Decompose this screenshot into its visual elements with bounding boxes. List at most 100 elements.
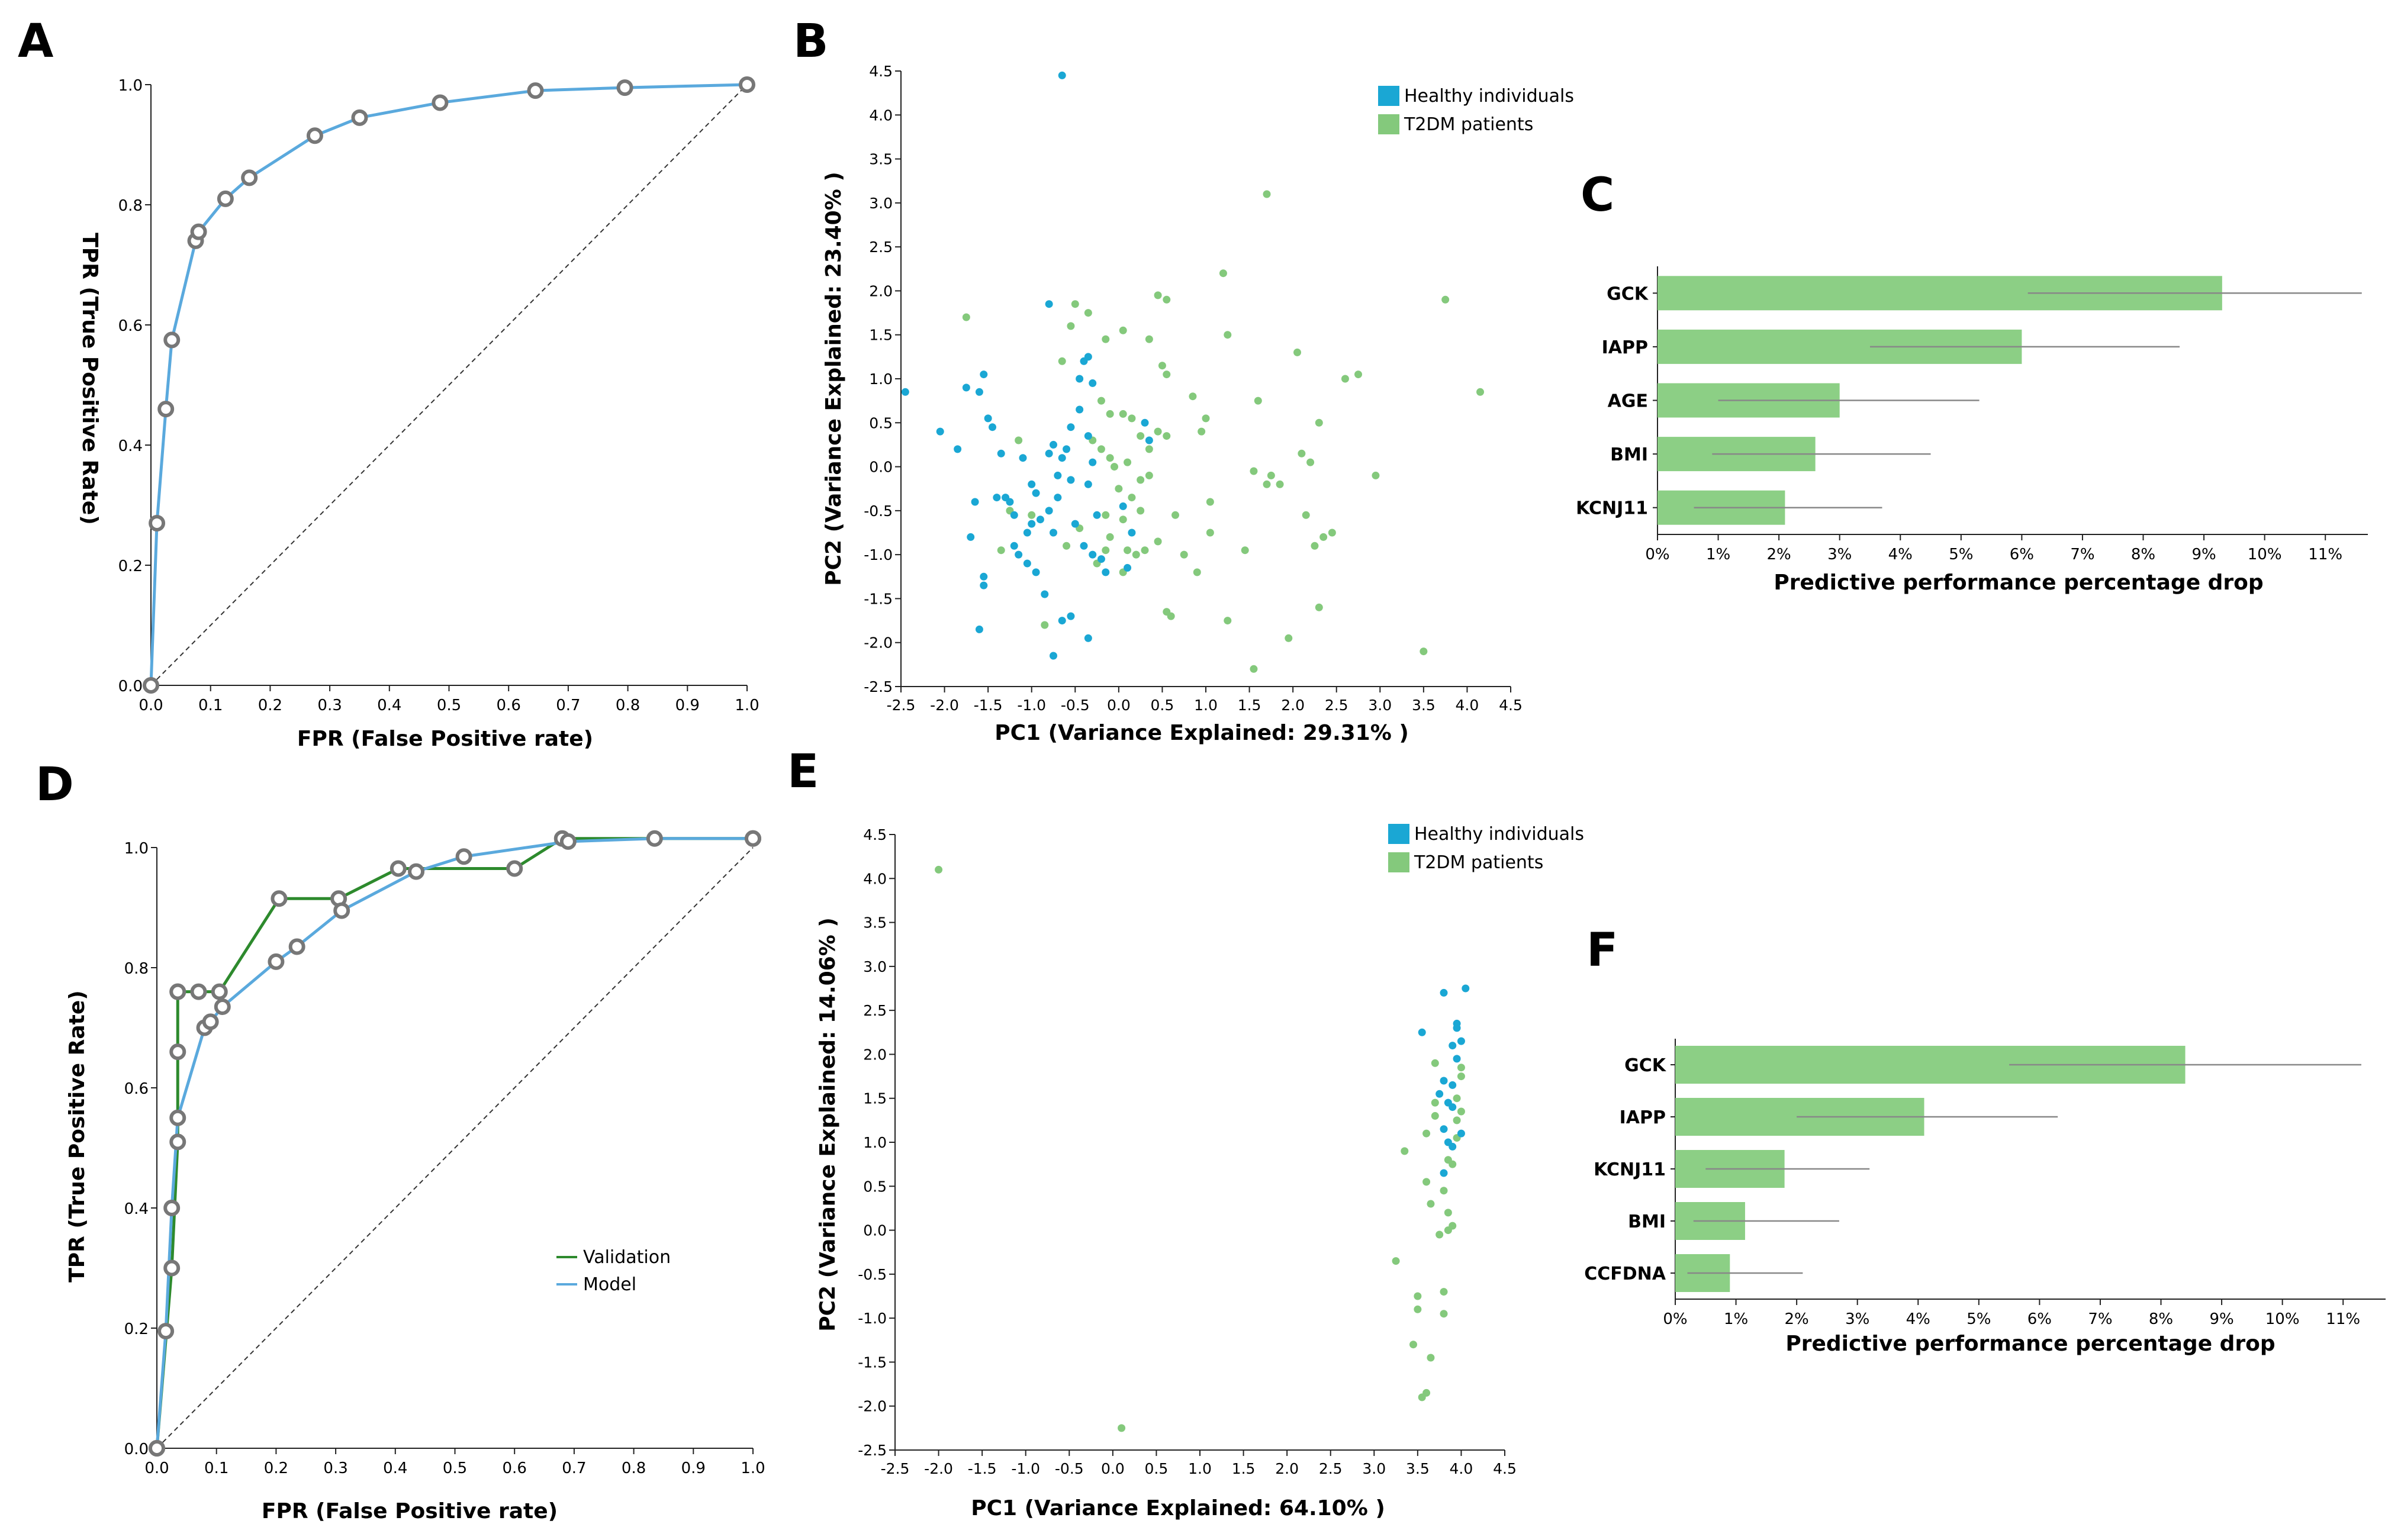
panel-b-y-tick-label: -1.0: [864, 546, 893, 563]
panel-e-t2dm-point: [935, 865, 943, 874]
panel-d-model-point: [163, 1200, 181, 1216]
panel-b-healthy-point: [1102, 568, 1110, 576]
panel-a-x-tick-label: 0.7: [556, 697, 580, 714]
panel-b-t2dm-point: [1111, 463, 1118, 471]
panel-d-legend: Validation Model: [556, 1247, 671, 1295]
panel-b-healthy-point: [901, 388, 909, 396]
panel-b-healthy-point: [1050, 652, 1057, 660]
panel-b-t2dm-point: [1202, 414, 1210, 423]
panel-b-healthy-point: [1076, 405, 1084, 414]
panel-e-y-tick-label: 3.5: [863, 914, 887, 932]
panel-b-t2dm-point: [1372, 471, 1380, 479]
panel-a-y-tick-label: 0.4: [118, 437, 143, 455]
panel-b-y-tick-label: 3.5: [869, 151, 893, 168]
panel-a-y-axis-label: TPR (True Positive Rate): [78, 233, 102, 525]
panel-e-y-tick-label: 3.0: [863, 958, 887, 975]
panel-e-t2dm-point: [1422, 1129, 1431, 1138]
panel-b-x-tick-label: -2.0: [930, 697, 959, 714]
panel-b-t2dm-point: [1102, 546, 1110, 555]
panel-f-x-tick-label: 4%: [1906, 1310, 1930, 1328]
panel-f-x-tick-label: 11%: [2326, 1310, 2360, 1328]
panel-b-healthy-point: [1063, 445, 1071, 453]
panel-b-t2dm-point: [1141, 546, 1149, 555]
panel-b-t2dm-point: [1254, 397, 1262, 405]
panel-a-y-tick-label: 0.8: [118, 197, 143, 215]
panel-d-validation-point: [169, 983, 186, 1000]
panel-a-roc-chart: A 0.0 0.1 0.2 0.3 0.4 0.5 0.6 0.7 0.8 0.9 1.0 0.0 0.…: [18, 15, 759, 751]
panel-f-x-tick-label: 3%: [1845, 1310, 1869, 1328]
panel-b-y-tick-label: 3.0: [869, 195, 893, 212]
panel-b-healthy-point: [1023, 559, 1031, 568]
panel-b-t2dm-point: [1224, 617, 1232, 625]
panel-e-t2dm-point: [1409, 1341, 1417, 1349]
panel-c-letter: C: [1581, 169, 1614, 222]
panel-b-healthy-point: [980, 572, 988, 581]
panel-b-t2dm-point: [1041, 621, 1049, 629]
panel-b-x-tick-label: 3.0: [1368, 697, 1392, 714]
panel-e-t2dm-point: [1392, 1257, 1400, 1265]
panel-b-y-tick-label: 0.5: [869, 414, 893, 431]
panel-b-t2dm-point: [1224, 331, 1232, 339]
panel-e-t2dm-point: [1457, 1072, 1465, 1081]
panel-c-x-tick-label: 10%: [2248, 546, 2282, 563]
panel-b-x-tick-label: -0.5: [1061, 697, 1090, 714]
panel-e-t2dm-point: [1118, 1424, 1126, 1432]
panel-b-t2dm-point: [1137, 476, 1145, 484]
panel-d-y-tick-label: 0.2: [124, 1320, 149, 1338]
panel-b-t2dm-point: [1315, 603, 1323, 611]
panel-b-healthy-point: [1010, 511, 1018, 519]
panel-a-y-tick-label: 0.0: [118, 678, 143, 695]
panel-b-t2dm-point: [1293, 348, 1301, 356]
panel-b-healthy-point: [1032, 489, 1040, 497]
panel-e-x-tick-label: -1.0: [1011, 1460, 1040, 1477]
panel-e-healthy-point: [1457, 1129, 1465, 1138]
panel-b-t2dm-point: [1106, 410, 1114, 418]
panel-b-healthy-point: [962, 384, 970, 392]
panel-d-roc-chart: D 0.0 0.1 0.2 0.3 0.4 0.5 0.6 0.7 0.8 0.9 1.0 0.0 0.…: [36, 758, 765, 1523]
panel-a-model-point: [190, 223, 207, 240]
panel-b-t2dm-point: [1084, 309, 1092, 317]
panel-b-healthy-point: [1084, 353, 1092, 361]
panel-e-t2dm-point: [1431, 1098, 1439, 1107]
panel-b-healthy-point: [1023, 529, 1031, 537]
panel-b-healthy-point: [1054, 471, 1062, 479]
panel-b-healthy-point: [1006, 498, 1014, 506]
panel-c-bar-label-age: AGE: [1608, 391, 1648, 412]
panel-e-t2dm-point: [1440, 1187, 1448, 1195]
panel-e-y-tick-label: 1.5: [863, 1090, 887, 1107]
panel-c-x-tick-label: 3%: [1827, 546, 1852, 563]
panel-a-model-point: [241, 169, 258, 186]
panel-b-x-tick-label: 1.0: [1194, 697, 1218, 714]
panel-d-validation-point: [163, 1259, 181, 1277]
panel-b-t2dm-point: [1171, 511, 1179, 519]
panel-b-healthy-point: [1080, 542, 1088, 550]
panel-a-model-point: [149, 514, 166, 531]
panel-b-t2dm-point: [1276, 480, 1284, 488]
panel-b-healthy-point: [936, 427, 944, 436]
panel-a-model-point: [432, 94, 449, 111]
panel-b-healthy-point: [1058, 617, 1066, 625]
panel-f-x-tick-label: 8%: [2149, 1310, 2173, 1328]
panel-e-y-tick-label: 2.5: [863, 1002, 887, 1019]
panel-b-t2dm-point: [1319, 533, 1328, 541]
panel-b-letter: B: [793, 15, 828, 68]
panel-b-healthy-point: [1093, 511, 1101, 519]
panel-c-bar-label-bmi: BMI: [1610, 444, 1648, 465]
panel-b-x-tick-label: 2.5: [1325, 697, 1348, 714]
panel-d-x-tick-label: 1.0: [741, 1460, 765, 1477]
panel-b-t2dm-point: [1119, 516, 1127, 524]
panel-e-x-tick-label: -0.5: [1055, 1460, 1084, 1477]
panel-c-x-tick-label: 6%: [2010, 546, 2034, 563]
panel-b-t2dm-point: [1145, 335, 1153, 343]
panel-b-t2dm-point: [1102, 511, 1110, 519]
panel-b-t2dm-point: [1219, 269, 1227, 278]
panel-b-t2dm-point: [1206, 498, 1214, 506]
panel-b-healthy-point: [1089, 379, 1097, 387]
panel-f-x-tick-label: 2%: [1785, 1310, 1809, 1328]
panel-d-model-point: [157, 1323, 175, 1340]
panel-b-t2dm-point: [1115, 485, 1123, 493]
panel-b-t2dm-point: [1102, 335, 1110, 343]
panel-e-x-tick-label: 1.5: [1232, 1460, 1256, 1477]
panel-e-x-tick-label: -1.5: [968, 1460, 997, 1477]
